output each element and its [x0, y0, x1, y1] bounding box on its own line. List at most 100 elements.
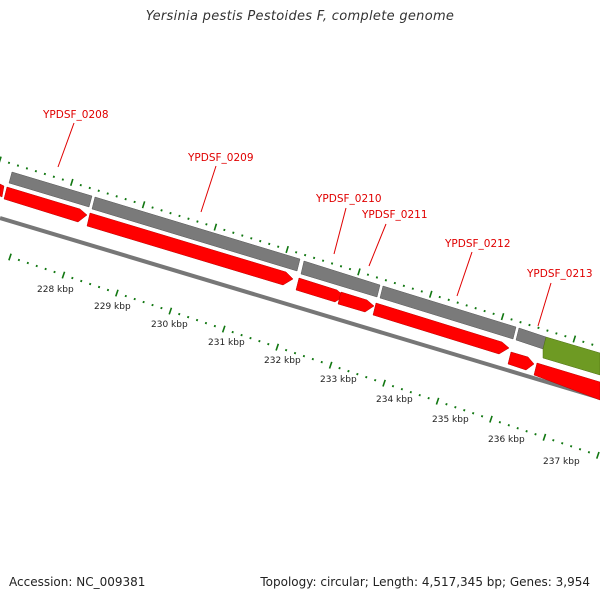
outer-track-minor-tick: [61, 178, 64, 181]
outer-track-minor-tick: [178, 214, 181, 218]
outer-track-minor-tick: [555, 332, 558, 335]
inner-track-minor-tick: [400, 387, 404, 391]
kbp-label-234: 234 kbp: [376, 395, 413, 405]
gene-feature-0211-0212[interactable]: [379, 285, 517, 340]
outer-track-minor-tick: [223, 228, 226, 232]
cds-feature-0211[interactable]: [337, 291, 375, 313]
outer-track-minor-tick: [411, 287, 414, 290]
inner-track-minor-tick: [267, 342, 270, 346]
outer-track-minor-tick: [393, 281, 397, 285]
outer-track-major-tick: [141, 201, 146, 209]
gene-label-0212[interactable]: YPDSF_0212: [444, 238, 511, 250]
inner-track-minor-tick: [133, 297, 136, 301]
outer-track-major-tick: [500, 313, 505, 321]
inner-track-minor-tick: [53, 270, 56, 274]
inner-track-major-tick: [8, 253, 12, 261]
inner-track-minor-tick: [534, 433, 537, 436]
outer-track-major-tick: [357, 268, 361, 276]
inner-track-minor-tick: [195, 318, 199, 322]
gene-feature-0210[interactable]: [300, 260, 381, 298]
outer-track-minor-tick: [348, 267, 352, 271]
gene-track[interactable]: [8, 171, 600, 376]
outer-track-minor-tick: [205, 223, 208, 226]
cds-feature-0208[interactable]: [3, 186, 88, 223]
outer-track-minor-tick: [303, 253, 307, 257]
inner-track-minor-tick: [498, 420, 502, 424]
gene-label-0213[interactable]: YPDSF_0213: [526, 268, 593, 280]
inner-track-major-tick: [542, 433, 547, 441]
inner-track-major-tick: [489, 415, 493, 423]
outer-track-minor-tick: [510, 318, 513, 321]
gene-labels: YPDSF_0208 YPDSF_0209 YPDSF_0210 YPDSF_0…: [42, 109, 593, 280]
inner-track-minor-tick: [409, 390, 412, 394]
outer-track-minor-tick: [7, 161, 11, 165]
inner-track-minor-tick: [391, 384, 395, 388]
inner-track-minor-tick: [427, 396, 430, 400]
genome-backbone: [0, 216, 600, 400]
outer-track-major-tick: [428, 290, 433, 298]
inner-track-minor-tick: [186, 315, 190, 319]
inner-track-minor-tick: [284, 348, 288, 352]
outer-track-minor-tick: [528, 323, 531, 327]
outer-track-minor-tick: [456, 301, 459, 304]
cds-feature-0213[interactable]: [533, 362, 600, 401]
outer-track-minor-tick: [564, 334, 567, 338]
inner-track-major-tick: [328, 361, 333, 369]
inner-track-minor-tick: [204, 321, 208, 325]
inner-track-minor-tick: [365, 375, 368, 379]
outer-track-major-tick: [213, 223, 218, 231]
outer-track-major-tick: [285, 245, 289, 254]
outer-track-minor-tick: [259, 239, 262, 243]
kbp-label-233: 233 kbp: [320, 375, 357, 385]
inner-track-major-tick: [382, 379, 386, 387]
outer-track-minor-tick: [52, 175, 56, 179]
cds-track[interactable]: [0, 183, 600, 401]
outer-track-minor-tick: [160, 209, 163, 212]
inner-track-major-tick: [435, 397, 440, 405]
outer-track-minor-tick: [465, 304, 468, 307]
outer-track-major-tick: [69, 178, 74, 186]
outer-track-minor-tick: [366, 273, 370, 276]
outer-track-minor-tick: [277, 245, 280, 248]
label-callouts: [57, 122, 552, 327]
gene-feature-0209[interactable]: [91, 196, 301, 272]
outer-track-major-tick: [572, 335, 577, 343]
outer-track-minor-tick: [402, 284, 405, 288]
inner-track-minor-tick: [471, 411, 475, 415]
inner-track-minor-tick: [454, 405, 457, 409]
inner-track-minor-tick: [356, 372, 359, 376]
cds-feature-0207[interactable]: [0, 183, 5, 198]
inner-track-minor-tick: [480, 414, 484, 418]
inner-track-minor-tick: [71, 276, 74, 280]
cds-feature-0212b[interactable]: [507, 351, 535, 371]
inner-track-minor-tick: [80, 279, 83, 283]
inner-track-minor-tick: [347, 369, 350, 373]
inner-track-minor-tick: [293, 351, 297, 355]
cds-feature-0212[interactable]: [372, 302, 510, 355]
outer-track-minor-tick: [546, 329, 549, 332]
other-feature-0213[interactable]: [542, 336, 600, 376]
gene-label-0209[interactable]: YPDSF_0209: [187, 152, 254, 164]
outer-track-minor-tick: [16, 164, 20, 167]
kbp-label-235: 235 kbp: [432, 415, 469, 425]
gene-label-0211[interactable]: YPDSF_0211: [361, 209, 428, 221]
gene-feature-0213[interactable]: [515, 327, 547, 350]
gene-label-0210[interactable]: YPDSF_0210: [315, 193, 382, 205]
outer-track-minor-tick: [196, 220, 199, 223]
outer-track-minor-tick: [133, 200, 136, 204]
gene-feature-0208[interactable]: [8, 171, 93, 208]
gene-label-0208[interactable]: YPDSF_0208: [42, 109, 109, 121]
cds-feature-0209[interactable]: [86, 212, 294, 286]
kbp-label-232: 232 kbp: [264, 356, 301, 366]
outer-track-major-tick: [0, 156, 2, 163]
outer-track-minor-tick: [312, 256, 316, 260]
inner-track-minor-tick: [320, 360, 323, 364]
outer-track-minor-tick: [375, 276, 379, 279]
outer-track-minor-tick: [268, 242, 271, 246]
outer-track-minor-tick: [25, 167, 29, 170]
outer-track-minor-tick: [447, 298, 450, 302]
outer-track-minor-tick: [106, 192, 109, 195]
kbp-label-236: 236 kbp: [488, 435, 525, 445]
inner-track-minor-tick: [151, 303, 154, 307]
